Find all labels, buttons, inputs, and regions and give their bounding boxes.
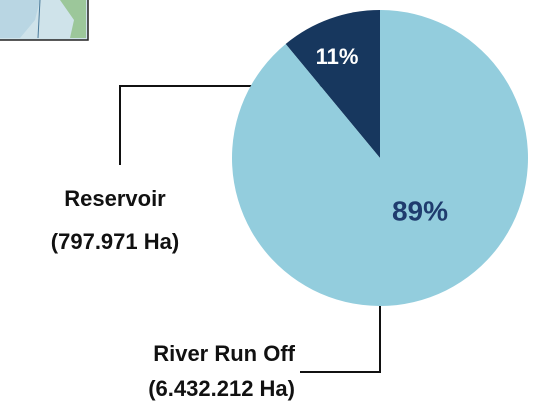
- value-label: 11%: [316, 44, 359, 69]
- pie-slice: [232, 10, 528, 306]
- category-detail: (797.971 Ha): [51, 229, 179, 254]
- category-label: River Run Off: [153, 341, 295, 366]
- map-thumbnail: [0, 0, 89, 41]
- value-label: 89%: [392, 195, 448, 226]
- pie-slice: [285, 10, 380, 158]
- category-label: Reservoir: [64, 186, 166, 211]
- category-detail: (6.432.212 Ha): [148, 376, 295, 401]
